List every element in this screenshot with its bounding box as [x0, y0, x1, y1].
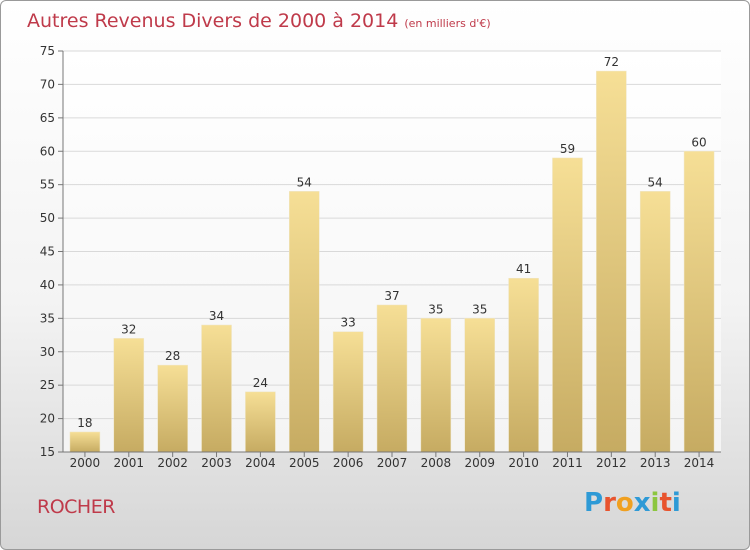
- x-axis-ticks: 2000 2001 2002 2003 2004 2005 2006 2007 2008 2009…: [70, 452, 715, 470]
- logo-letter: P: [584, 488, 604, 518]
- bar-2012: [596, 70, 627, 453]
- logo-letter: r: [603, 488, 616, 518]
- y-axis-ticks: 15 20 25 30 35 40 45 50 55 60 65 70 75: [40, 44, 63, 459]
- y-tick-label: 40: [40, 278, 55, 292]
- bar-2000: [69, 431, 101, 453]
- logo-letter: i: [650, 488, 660, 518]
- data-label-2010: 41: [516, 262, 531, 276]
- x-tick-label-2008: 2008: [421, 456, 452, 470]
- y-tick-label: 35: [40, 311, 55, 325]
- commune-name: ROCHER: [37, 496, 115, 518]
- title-text: Autres Revenus Divers de 2000 à 2014: [27, 10, 399, 32]
- x-tick-label-2014: 2014: [684, 456, 715, 470]
- data-label-2001: 32: [121, 322, 136, 336]
- x-tick-label-2011: 2011: [552, 456, 583, 470]
- x-tick-label-2007: 2007: [377, 456, 408, 470]
- x-tick-label-2009: 2009: [464, 456, 495, 470]
- y-tick-label: 30: [40, 345, 55, 359]
- x-tick-label-2005: 2005: [289, 456, 320, 470]
- bar-2004: [245, 391, 276, 453]
- proxiti-logo: Proxiti: [584, 488, 681, 518]
- data-label-2002: 28: [165, 349, 180, 363]
- x-tick-label-2001: 2001: [114, 456, 145, 470]
- x-tick-label-2004: 2004: [245, 456, 276, 470]
- bar-2008: [420, 318, 452, 453]
- logo-letter: x: [633, 488, 651, 518]
- x-tick-label-2006: 2006: [333, 456, 364, 470]
- data-label-2007: 37: [384, 289, 399, 303]
- x-tick-label-2003: 2003: [201, 456, 232, 470]
- y-tick-label: 65: [40, 111, 55, 125]
- data-label-2013: 54: [648, 175, 663, 189]
- y-tick-label: 55: [40, 178, 55, 192]
- bar-2003: [201, 324, 232, 453]
- data-label-2003: 34: [209, 309, 224, 323]
- y-tick-label: 25: [40, 378, 55, 392]
- y-tick-label: 70: [40, 77, 55, 91]
- bar-2007: [376, 304, 408, 453]
- bar-2013: [639, 191, 671, 453]
- y-tick-label: 20: [40, 412, 55, 426]
- data-label-2012: 72: [604, 55, 619, 69]
- bar-2005: [289, 191, 320, 453]
- x-tick-label-2012: 2012: [596, 456, 627, 470]
- x-tick-label-2010: 2010: [508, 456, 539, 470]
- x-tick-label-2002: 2002: [157, 456, 188, 470]
- logo-letter: i: [671, 488, 681, 518]
- y-tick-label: 50: [40, 211, 55, 225]
- logo-letter: o: [615, 488, 634, 518]
- data-label-2004: 24: [253, 376, 268, 390]
- y-tick-label: 75: [40, 44, 55, 58]
- data-label-2009: 35: [472, 302, 487, 316]
- chart-subtitle: (en milliers d'€): [404, 17, 491, 30]
- x-tick-label-2000: 2000: [70, 456, 101, 470]
- chart-title: Autres Revenus Divers de 2000 à 2014 (en …: [27, 10, 491, 32]
- data-label-2008: 35: [428, 302, 443, 316]
- data-label-2000: 18: [77, 416, 92, 430]
- logo-letter: t: [659, 488, 672, 518]
- data-labels: 18 32 28 34 24 54 33 37 35 35 41 59 72 54 60: [77, 55, 706, 430]
- bar-2014: [683, 151, 715, 453]
- data-label-2011: 59: [560, 142, 575, 156]
- bar-2002: [157, 364, 188, 453]
- data-label-2006: 33: [340, 316, 355, 330]
- bar-2001: [113, 338, 145, 453]
- y-tick-label: 15: [40, 445, 55, 459]
- bar-2011: [552, 157, 583, 453]
- x-tick-label-2013: 2013: [640, 456, 671, 470]
- bar-2009: [464, 318, 495, 453]
- y-tick-label: 45: [40, 245, 55, 259]
- data-label-2014: 60: [691, 135, 706, 149]
- bars: [69, 70, 715, 453]
- bar-2006: [332, 331, 364, 453]
- y-tick-label: 60: [40, 144, 55, 158]
- data-label-2005: 54: [297, 175, 312, 189]
- bar-2010: [508, 277, 539, 453]
